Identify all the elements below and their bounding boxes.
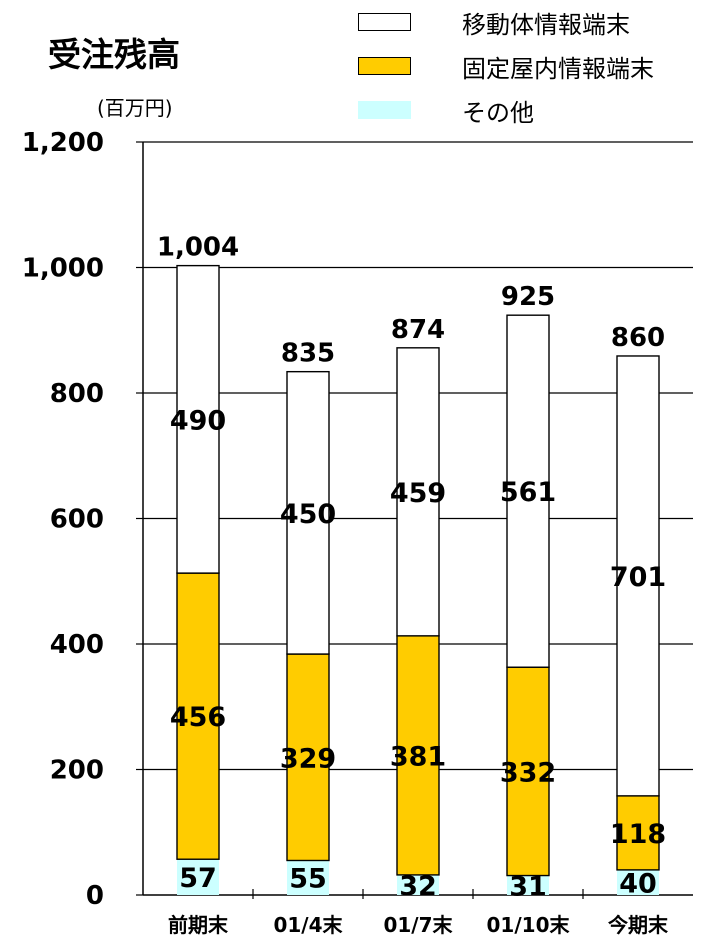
segment-value-label: 450 xyxy=(280,499,336,530)
segment-value-label: 381 xyxy=(390,741,446,772)
bar-segment-other xyxy=(397,874,439,895)
x-category-label: 01/10末 xyxy=(487,913,571,937)
legend-item-other: その他 xyxy=(355,92,715,127)
legend-label-other: その他 xyxy=(462,99,534,127)
segment-value-label: 329 xyxy=(280,743,336,774)
bar-segment-mobile xyxy=(176,264,220,574)
chart-title: 受注残高 xyxy=(48,35,180,74)
segment-value-label: 32 xyxy=(399,871,437,902)
chart-unit-label: (百万円) xyxy=(97,96,173,120)
bar-segment-fixed-indoor xyxy=(176,572,220,860)
bar-total-label: 1,004 xyxy=(157,233,239,263)
y-tick-label: 600 xyxy=(50,505,104,535)
segment-value-label: 57 xyxy=(179,863,217,894)
legend-item-mobile: 移動体情報端末 xyxy=(355,4,715,39)
bar-segment-other xyxy=(617,869,659,895)
segment-value-label: 332 xyxy=(500,757,556,788)
legend-swatch-mobile xyxy=(358,13,411,31)
y-tick-label: 1,200 xyxy=(22,128,104,158)
bar-segment-other xyxy=(507,875,549,895)
legend-swatch-other xyxy=(358,101,411,119)
bar-total-label: 835 xyxy=(281,339,335,369)
bar-segment-fixed-indoor xyxy=(396,635,440,876)
segment-value-label: 31 xyxy=(509,871,547,902)
legend-item-fixed-indoor: 固定屋内情報端末 xyxy=(355,48,715,83)
bar-segment-mobile xyxy=(616,355,660,797)
bar-segment-other xyxy=(177,859,219,895)
bar-segment-mobile xyxy=(286,370,330,655)
bar-segment-mobile xyxy=(506,314,550,668)
bar-total-label: 925 xyxy=(501,282,555,312)
legend-swatch-fixed-indoor xyxy=(358,57,411,75)
bar-segment-other xyxy=(287,860,329,895)
segment-value-label: 561 xyxy=(500,477,556,508)
segment-value-label: 118 xyxy=(610,819,666,850)
segment-value-label: 459 xyxy=(390,478,446,509)
x-category-label: 01/7末 xyxy=(383,913,453,937)
segment-value-label: 490 xyxy=(170,405,226,436)
segment-value-label: 55 xyxy=(289,864,327,895)
legend-label-fixed-indoor: 固定屋内情報端末 xyxy=(462,55,654,83)
bar-segment-fixed-indoor xyxy=(616,795,660,871)
bar-segment-fixed-indoor xyxy=(506,666,550,877)
y-tick-label: 1,000 xyxy=(22,254,104,284)
x-category-label: 前期末 xyxy=(168,913,229,937)
y-tick-label: 800 xyxy=(50,379,104,409)
x-category-label: 01/4末 xyxy=(273,913,343,937)
segment-value-label: 456 xyxy=(170,702,226,733)
x-category-label: 今期末 xyxy=(608,913,669,937)
bar-total-label: 860 xyxy=(611,323,665,353)
y-tick-label: 200 xyxy=(50,756,104,786)
bar-total-label: 874 xyxy=(391,315,445,345)
y-tick-label: 0 xyxy=(86,881,104,911)
segment-value-label: 40 xyxy=(619,868,657,899)
y-tick-label: 400 xyxy=(50,630,104,660)
legend-label-mobile: 移動体情報端末 xyxy=(462,11,630,39)
segment-value-label: 701 xyxy=(610,562,666,593)
bar-segment-mobile xyxy=(396,347,440,637)
